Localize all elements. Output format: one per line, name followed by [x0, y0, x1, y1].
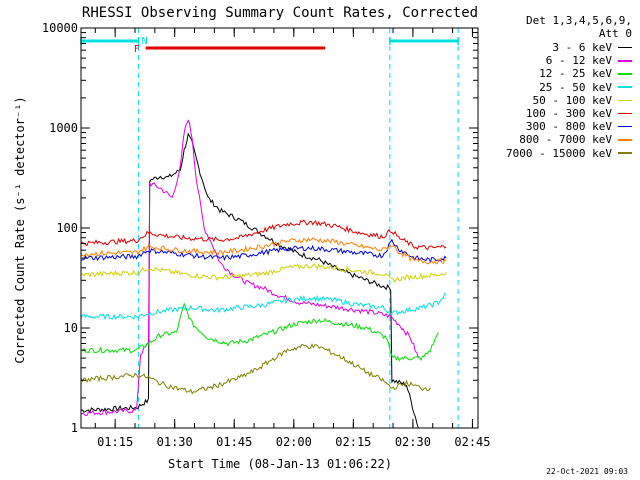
- series-line-5: [80, 219, 447, 251]
- legend-entry-label: 25 - 50 keV: [539, 80, 612, 94]
- series-line-2: [80, 302, 439, 362]
- legend-entry-label: 6 - 12 keV: [545, 54, 612, 68]
- legend-swatch: [618, 125, 632, 128]
- night-label: N: [142, 36, 148, 47]
- x-axis-label: Start Time (08-Jan-13 01:06:22): [168, 457, 392, 471]
- legend-entry-label: 3 - 6 keV: [552, 41, 612, 55]
- y-tick-label-4: 10000: [42, 21, 78, 35]
- x-tick-label-0: 01:15: [97, 435, 133, 449]
- legend-entry-8: 7000 - 15000 keV: [470, 147, 632, 160]
- x-tick-label-6: 02:45: [454, 435, 490, 449]
- x-tick-label-5: 02:30: [395, 435, 431, 449]
- legend-swatch: [618, 99, 632, 102]
- legend-entry-4: 50 - 100 keV: [470, 94, 632, 107]
- legend-swatch: [618, 60, 632, 62]
- legend-swatch: [618, 86, 632, 88]
- y-tick-label-3: 1000: [49, 121, 78, 135]
- series-line-0: [80, 132, 419, 429]
- legend-entry-3: 25 - 50 keV: [470, 81, 632, 94]
- series-line-1: [80, 119, 419, 417]
- legend-entry-0: 3 - 6 keV: [470, 41, 632, 54]
- series-line-6: [80, 238, 447, 264]
- x-tick-label-2: 01:45: [216, 435, 252, 449]
- legend-entry-label: 7000 - 15000 keV: [506, 146, 612, 160]
- legend-swatch: [618, 139, 632, 141]
- legend-entry-label: 100 - 300 keV: [525, 107, 612, 121]
- legend-entry-1: 6 - 12 keV: [470, 54, 632, 67]
- legend-header-line-1: Det 1,3,4,5,6,9,: [526, 14, 632, 27]
- y-tick-label-2: 100: [56, 221, 78, 235]
- flare-label: F: [134, 44, 140, 55]
- legend-entry-label: 12 - 25 keV: [539, 67, 612, 81]
- legend-entry-5: 100 - 300 keV: [470, 107, 632, 120]
- legend-swatch: [618, 112, 632, 115]
- x-tick-label-3: 02:00: [276, 435, 312, 449]
- series-line-4: [80, 263, 447, 284]
- y-tick-label-0: 1: [71, 421, 78, 435]
- legend-entry-2: 12 - 25 keV: [470, 67, 632, 80]
- legend-swatch: [618, 152, 632, 154]
- legend-header: Det 1,3,4,5,6,9, Att 0: [490, 14, 632, 40]
- legend-swatch: [618, 73, 632, 75]
- legend-entry-label: 800 - 7000 keV: [519, 133, 612, 147]
- plot-frame: [80, 27, 479, 429]
- y-tick-label-1: 10: [64, 321, 78, 335]
- legend: 3 - 6 keV 6 - 12 keV 12 - 25 keV 25 - 50 ke…: [470, 41, 632, 160]
- series-line-8: [80, 342, 431, 395]
- legend-entry-label: 50 - 100 keV: [532, 93, 612, 107]
- legend-swatch: [618, 46, 632, 49]
- legend-entry-7: 800 - 7000 keV: [470, 133, 632, 146]
- x-tick-label-1: 01:30: [157, 435, 193, 449]
- series-line-7: [80, 237, 447, 265]
- legend-entry-label: 300 - 800 keV: [525, 120, 612, 134]
- x-tick-label-4: 02:15: [335, 435, 371, 449]
- chart-title: RHESSI Observing Summary Count Rates, Co…: [82, 5, 478, 21]
- series-line-3: [80, 293, 447, 321]
- timestamp: 22-Oct-2021 09:03: [546, 467, 628, 476]
- legend-entry-6: 300 - 800 keV: [470, 120, 632, 133]
- legend-header-line-2: Att 0: [598, 27, 632, 40]
- y-axis-label: Corrected Count Rate (s⁻¹ detector⁻¹): [13, 96, 27, 363]
